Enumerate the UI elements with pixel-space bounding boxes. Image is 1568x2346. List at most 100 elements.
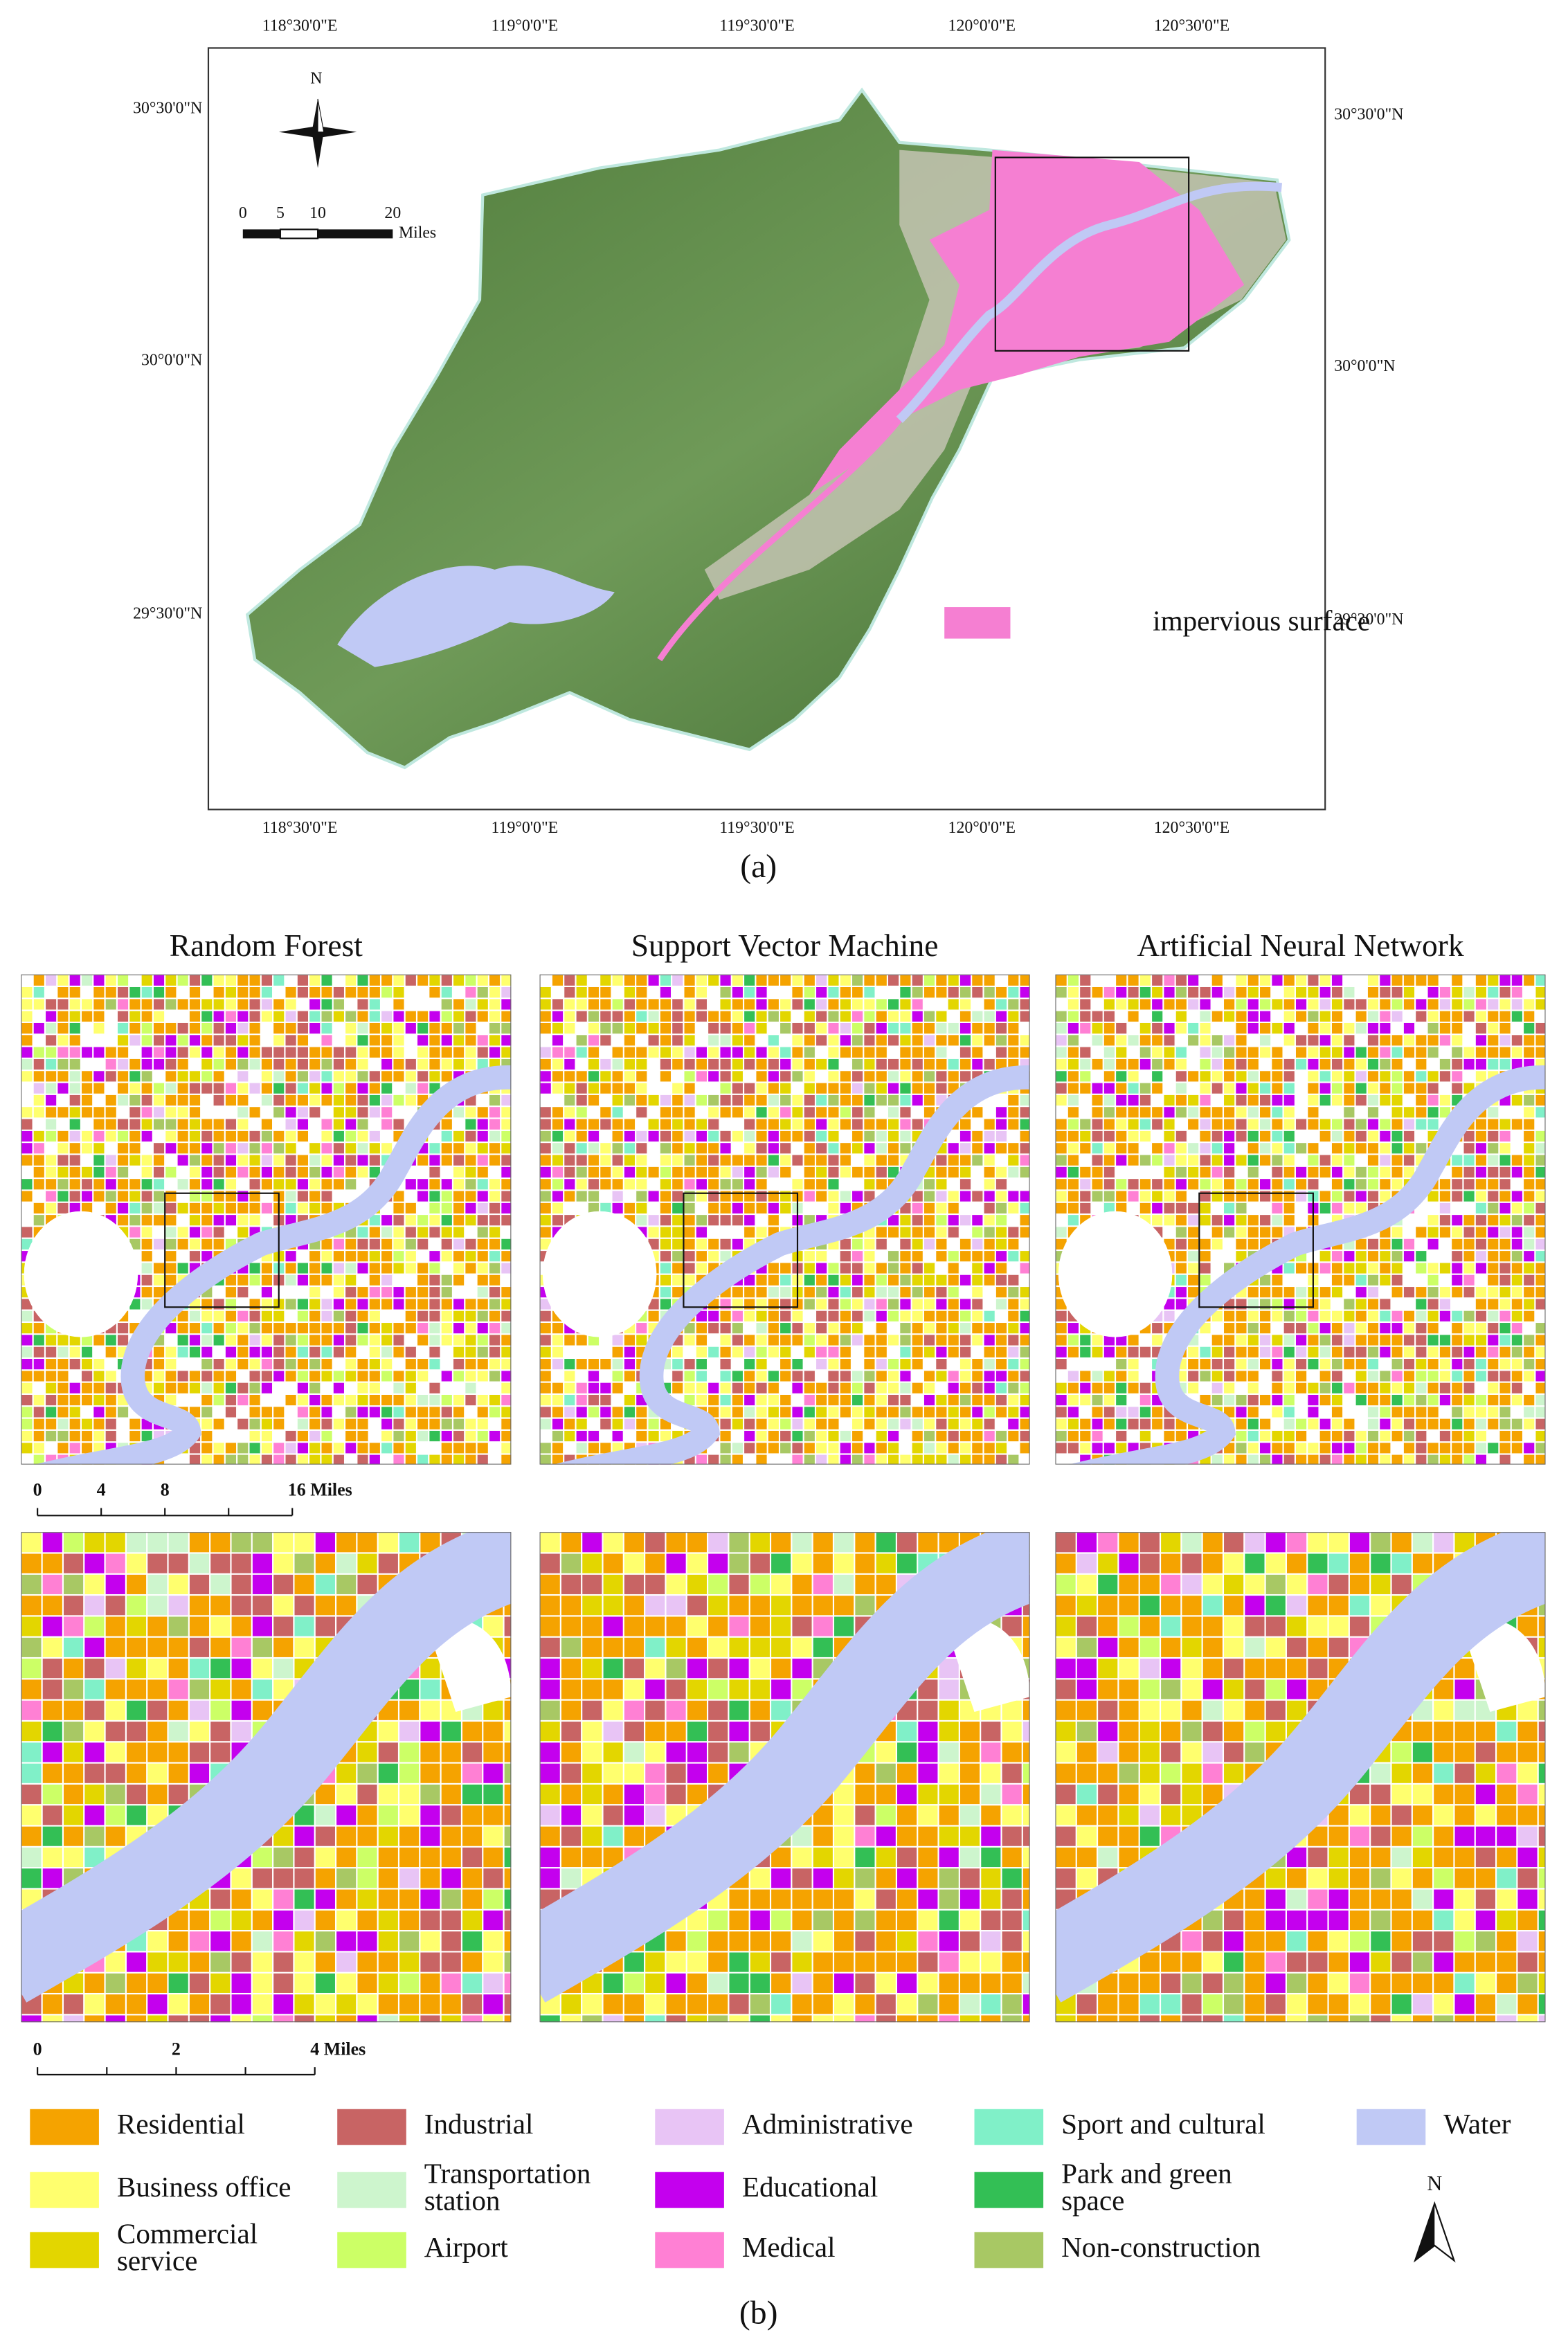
- parcel: [540, 1179, 551, 1190]
- parcel: [84, 1722, 105, 1742]
- parcel: [864, 1155, 875, 1166]
- parcel: [792, 1094, 803, 1106]
- parcel: [369, 1407, 380, 1418]
- parcel: [1247, 1418, 1259, 1429]
- parcel: [588, 1071, 600, 1082]
- parcel: [1331, 1310, 1343, 1321]
- parcel: [1224, 1407, 1235, 1418]
- parcel: [696, 1130, 707, 1142]
- parcel: [141, 999, 152, 1010]
- parcel: [1367, 1011, 1379, 1022]
- parcel: [1020, 1215, 1030, 1226]
- parcel: [297, 1119, 308, 1130]
- parcel: [429, 1202, 440, 1213]
- parcel: [720, 1382, 731, 1393]
- parcel: [1475, 1191, 1486, 1202]
- parcel: [357, 1227, 368, 1238]
- parcel: [995, 1251, 1007, 1262]
- parcel: [33, 1094, 44, 1106]
- parcel: [129, 1430, 141, 1442]
- parcel: [129, 1022, 141, 1034]
- parcel: [696, 1094, 707, 1106]
- parcel: [1139, 1047, 1151, 1058]
- parcel: [1319, 1323, 1331, 1334]
- parcel: [1188, 1179, 1199, 1190]
- parcel: [64, 1553, 84, 1573]
- parcel: [417, 975, 429, 986]
- parcel: [357, 1143, 368, 1154]
- parcel: [744, 1035, 755, 1046]
- parcel: [1236, 1202, 1247, 1213]
- parcel: [369, 1323, 380, 1334]
- parcel: [1152, 1335, 1163, 1346]
- parcel: [1319, 1359, 1331, 1370]
- parcel: [936, 1335, 947, 1346]
- parcel: [1427, 1047, 1439, 1058]
- parcel: [852, 1299, 863, 1310]
- parcel: [1139, 1022, 1151, 1034]
- parcel: [636, 975, 647, 986]
- parcel: [420, 1952, 440, 1972]
- scale-label: 5: [276, 204, 285, 222]
- parcel: [252, 1533, 273, 1553]
- parcel: [1452, 1011, 1463, 1022]
- parcel: [923, 1263, 935, 1274]
- parcel: [141, 1166, 152, 1177]
- parcel: [1103, 1143, 1115, 1154]
- parcel: [420, 1826, 440, 1846]
- parcel: [912, 1430, 923, 1442]
- parcel: [1427, 1191, 1439, 1202]
- parcel: [420, 1679, 440, 1699]
- parcel: [1283, 1166, 1295, 1177]
- parcel: [1211, 1119, 1223, 1130]
- parcel: [84, 1742, 105, 1762]
- parcel: [1152, 1035, 1163, 1046]
- parcel: [297, 1371, 308, 1382]
- parcel: [501, 1143, 512, 1154]
- parcel: [333, 1323, 344, 1334]
- parcel: [1103, 1035, 1115, 1046]
- parcel: [1331, 1418, 1343, 1429]
- parcel: [126, 1763, 147, 1783]
- parcel: [636, 1179, 647, 1190]
- parcel: [1319, 1094, 1331, 1106]
- parcel: [1236, 1394, 1247, 1406]
- parcel: [309, 1394, 321, 1406]
- land-use-panel: [1055, 974, 1546, 1465]
- parcel: [429, 1035, 440, 1046]
- parcel: [576, 1107, 587, 1118]
- parcel: [441, 1251, 452, 1262]
- parcel: [1367, 1346, 1379, 1357]
- parcel: [900, 1371, 911, 1382]
- parcel: [828, 1011, 839, 1022]
- parcel: [1403, 1287, 1415, 1298]
- parcel: [1211, 986, 1223, 998]
- parcel: [887, 1299, 899, 1310]
- parcel: [624, 1022, 636, 1034]
- parcel: [417, 1299, 429, 1310]
- parcel: [477, 1191, 488, 1202]
- parcel: [417, 1011, 429, 1022]
- parcel: [876, 1454, 887, 1465]
- parcel: [672, 1011, 683, 1022]
- parcel: [93, 1166, 105, 1177]
- parcel: [1283, 986, 1295, 998]
- parcel: [210, 1616, 231, 1636]
- parcel: [1439, 1382, 1451, 1393]
- parcel: [1272, 1119, 1283, 1130]
- parcel: [21, 1382, 33, 1393]
- parcel: [201, 1035, 213, 1046]
- parcel: [453, 1299, 465, 1310]
- parcel: [93, 1083, 105, 1094]
- parcel: [82, 975, 93, 986]
- parcel: [1200, 1083, 1211, 1094]
- parcel: [429, 1346, 440, 1357]
- parcel: [612, 1022, 623, 1034]
- parcel: [1524, 1094, 1535, 1106]
- parcel: [1067, 1346, 1079, 1357]
- parcel: [995, 1191, 1007, 1202]
- parcel: [483, 1763, 503, 1783]
- parcel: [249, 1359, 260, 1370]
- parcel: [852, 1407, 863, 1418]
- parcel: [1308, 1335, 1319, 1346]
